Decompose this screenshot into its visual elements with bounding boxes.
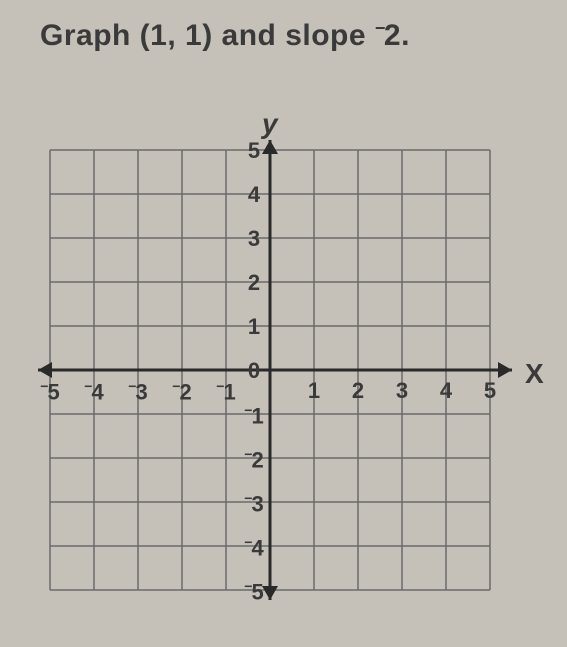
y-tick-label: −3 [240,490,268,517]
y-tick-label: −5 [240,578,268,605]
y-tick-label: 1 [240,314,268,340]
x-tick-label: 4 [432,378,460,404]
y-tick-label: 4 [240,182,268,208]
y-tick-label: 0 [240,358,268,384]
grid-svg [0,80,567,640]
x-tick-label: 2 [344,378,372,404]
instruction-prefix: Graph (1, 1) and slope [40,19,375,52]
y-tick-label: 2 [240,270,268,296]
y-tick-label: −2 [240,446,268,473]
x-tick-label: −5 [36,378,64,405]
x-tick-label: −1 [212,378,240,405]
x-tick-label: −2 [168,378,196,405]
y-tick-label: −4 [240,534,268,561]
x-tick-label: 1 [300,378,328,404]
y-tick-label: 5 [240,138,268,164]
x-tick-label: −3 [124,378,152,405]
x-tick-label: 3 [388,378,416,404]
instruction-slope: 2. [384,19,410,52]
instruction-text: Graph (1, 1) and slope −2. [40,18,410,53]
x-tick-label: −4 [80,378,108,405]
y-tick-label: −1 [240,402,268,429]
y-tick-label: 3 [240,226,268,252]
coordinate-grid: y X 543210−1−2−3−4−5−5−4−3−2−112345 [0,80,567,640]
x-tick-label: 5 [476,378,504,404]
